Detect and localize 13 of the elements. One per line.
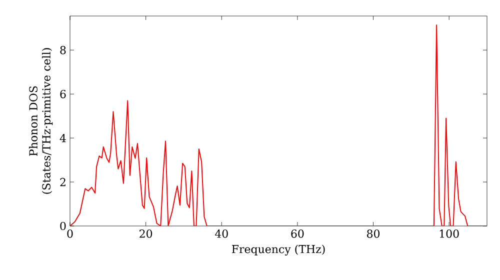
x-tick-label: 80 <box>367 230 380 238</box>
y-tick-label: 0 <box>60 222 66 230</box>
x-tick-label: 100 <box>440 230 459 238</box>
x-axis-title: Frequency (THz) <box>232 244 325 256</box>
x-tick-label: 0 <box>67 230 73 238</box>
y-axis-title: Phonon DOS (States/THz·primitive cell) <box>28 48 53 194</box>
y-tick-label: 8 <box>60 46 66 54</box>
x-tick-label: 20 <box>140 230 152 238</box>
y-tick-label: 4 <box>60 134 66 142</box>
y-tick-label: 2 <box>60 178 66 186</box>
x-tick-label: 40 <box>214 230 228 238</box>
y-tick-label: 6 <box>60 90 66 98</box>
x-tick-label: 60 <box>291 230 304 238</box>
